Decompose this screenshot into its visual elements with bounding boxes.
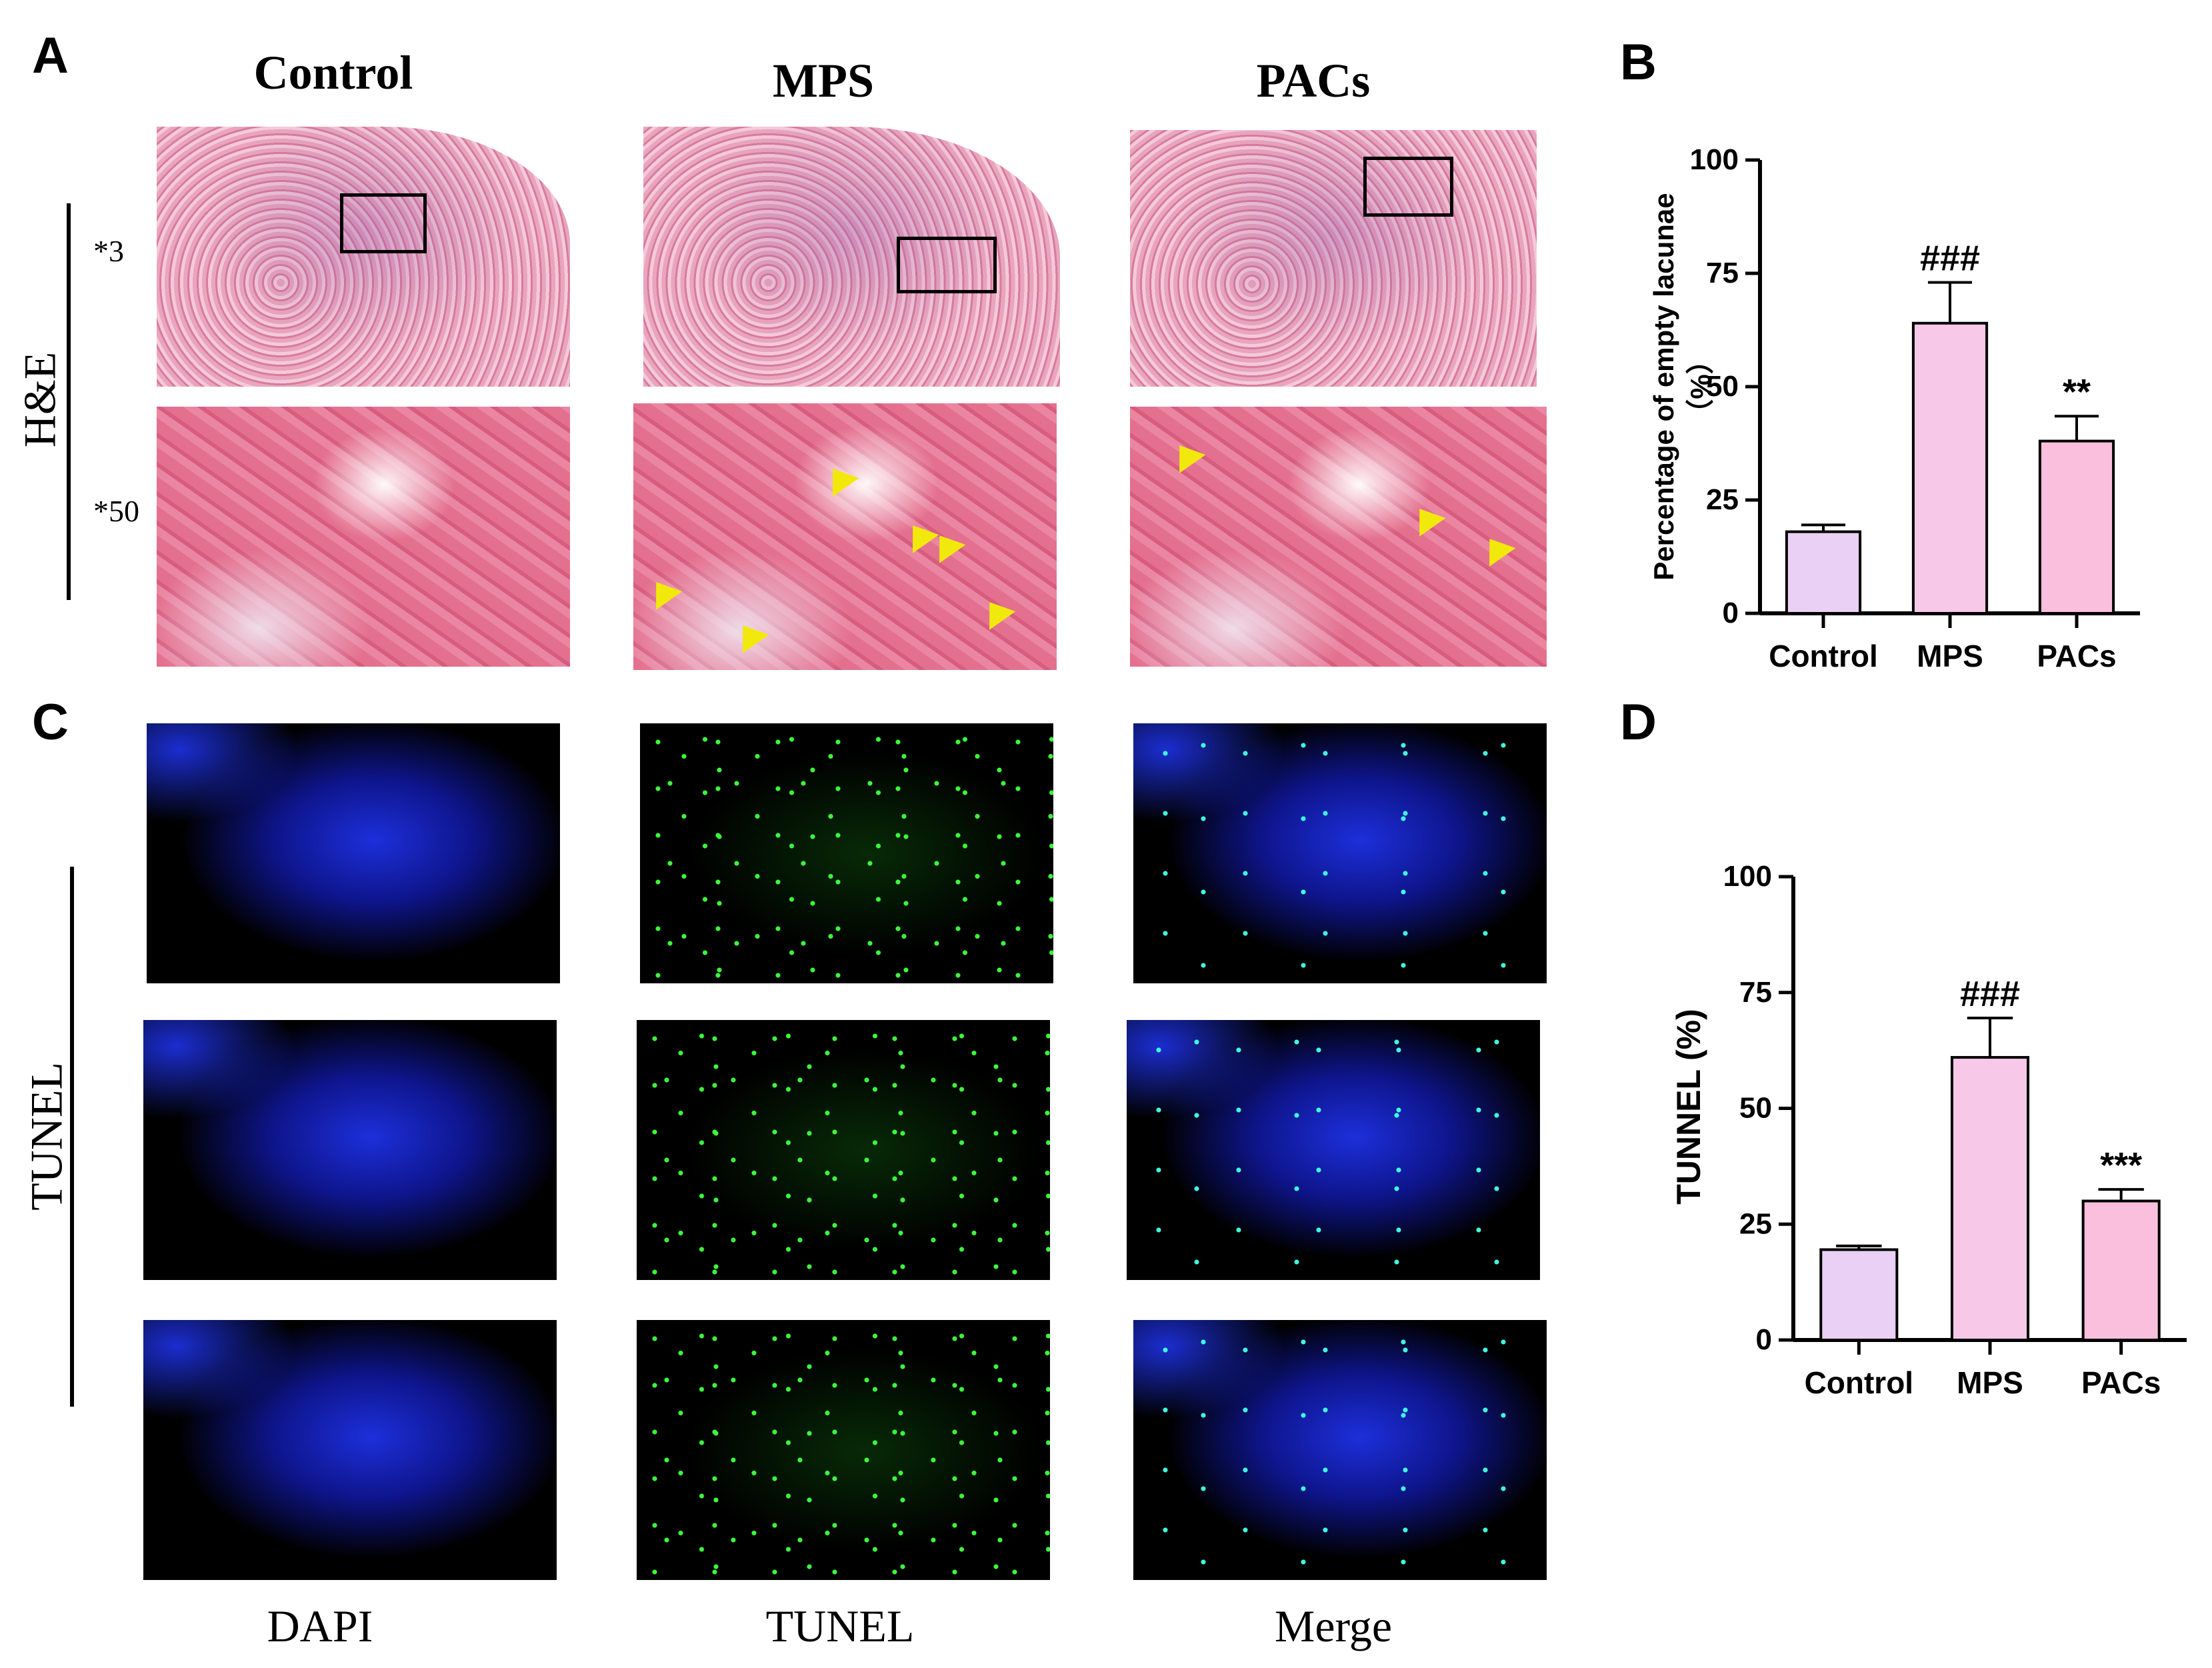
y-axis-label: Percentage of empty lacunae [1648,193,1679,580]
he-low-control-image [157,127,570,387]
roi-box [897,237,997,293]
bar-control [1785,530,1862,615]
magnification-high: *50 [93,494,139,528]
y-axis-label-unit: （%） [1685,346,1716,427]
x-tick-label: MPS [1957,1365,2023,1400]
y-tick-label: 100 [1723,860,1772,893]
arrow-icon [976,593,1016,630]
significance-label: ** [2063,372,2091,412]
fluor-merge-pacs-image [1133,1320,1547,1580]
significance-label: ### [1920,239,1980,279]
significance-label: ### [1960,974,2020,1014]
arrow-icon [729,616,769,653]
he-high-control-image [157,407,570,667]
chart-d-svg: 0 25 50 75 100 Control MPS ### PACs *** TUNNEL (%) [1670,860,2187,1400]
bar-control [1819,1248,1899,1341]
he-row-bracket [67,203,71,600]
column-label-tunel: TUNEL [765,1601,915,1651]
arrow-icon [643,573,683,610]
bar-mps [1911,321,1989,615]
panel-letter-d: D [1620,694,1657,751]
arrow-icon [1406,499,1446,537]
x-tick-label: PACs [2081,1365,2161,1400]
x-tick-label: PACs [2037,639,2116,673]
column-label-dapi: DAPI [267,1601,373,1651]
y-tick-label: 0 [1756,1323,1772,1356]
tunel-row-bracket [70,867,74,1407]
y-tick-label: 50 [1706,370,1739,403]
fluor-tunel-control-image [640,723,1053,983]
panel-letter-b: B [1620,34,1657,91]
x-tick-label: Control [1805,1365,1914,1400]
fluor-merge-control-image [1133,723,1547,983]
he-row-label: H&E [14,351,65,448]
tunel-row-label: TUNEL [21,1062,72,1211]
chart-b-svg: 0 25 50 75 100 Control MPS ### PACs ** Percentage … [1648,143,2140,673]
fluor-dapi-control-image [147,723,560,983]
y-tick-label: 50 [1739,1092,1772,1125]
y-tick-label: 0 [1723,597,1739,629]
fluor-dapi-mps-image [143,1020,557,1280]
x-tick-label: Control [1769,639,1878,673]
roi-box [1363,157,1453,217]
bar-pacs [2081,1199,2161,1341]
he-low-mps-image [643,127,1060,387]
column-header-mps: MPS [773,54,874,107]
column-header-control: Control [253,46,413,99]
roi-box [340,193,427,253]
he-high-pacs-image [1130,407,1547,667]
arrow-icon [1476,529,1516,567]
fluor-tunel-pacs-image [637,1320,1050,1580]
bar-pacs [2038,439,2115,615]
magnification-low: *3 [93,234,124,268]
arrow-icon [819,459,859,497]
significance-label: *** [2100,1145,2142,1185]
y-tick-label: 100 [1690,143,1739,176]
y-tick-label: 25 [1706,483,1739,516]
y-tick-label: 75 [1706,257,1739,289]
arrow-icon [1166,436,1206,473]
x-tick-label: MPS [1917,639,1983,673]
y-tick-label: 75 [1739,976,1772,1009]
y-axis-label: TUNNEL (%) [1670,1009,1707,1205]
column-header-pacs: PACs [1256,54,1371,107]
y-tick-label: 25 [1739,1207,1772,1240]
column-label-merge: Merge [1274,1601,1393,1651]
panel-letter-c: C [32,694,69,751]
he-high-mps-image [633,403,1057,670]
fluor-merge-mps-image [1127,1020,1540,1280]
bar-mps [1950,1056,2030,1341]
he-low-pacs-image [1130,130,1537,387]
fluor-tunel-mps-image [637,1020,1050,1280]
panel-letter-a: A [32,27,69,84]
fluor-dapi-pacs-image [143,1320,557,1580]
